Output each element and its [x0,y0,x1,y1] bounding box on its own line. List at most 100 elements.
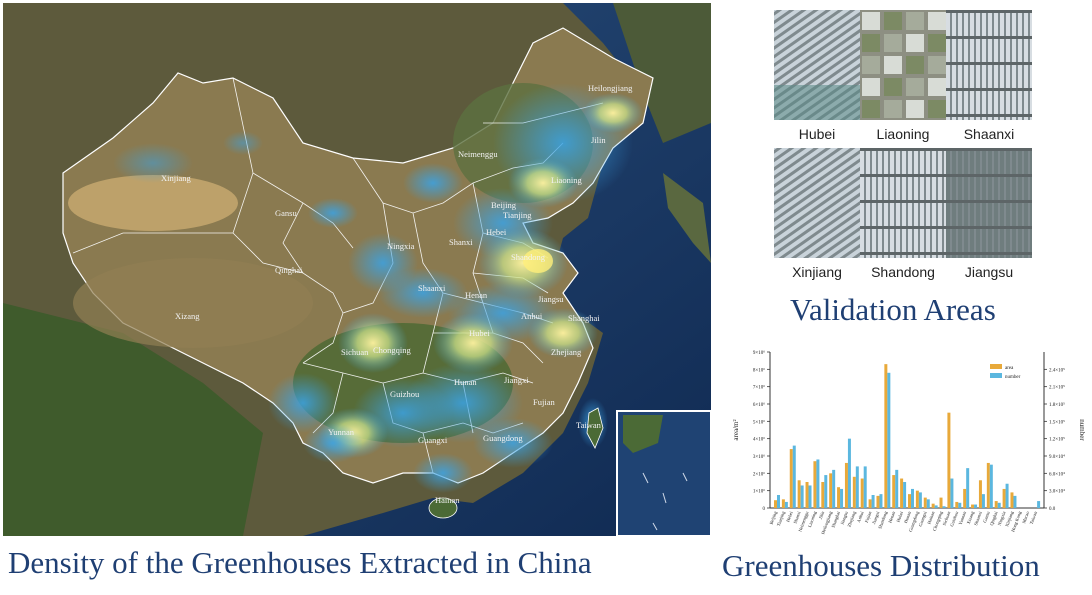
x-tick-label: Shandong [877,510,888,530]
bar-number-jiangsu [847,438,851,508]
x-tick-label: Tianjing [776,510,786,527]
province-label-neimenggu: Neimenggu [458,149,498,159]
province-label-chongqing: Chongqing [373,345,412,355]
bar-area-qinghai [994,501,998,508]
bar-area-hebei [789,449,793,508]
province-label-tianjing: Tianjing [503,210,532,220]
y-tick-right-label: 1.2×10⁵ [1049,437,1065,443]
south-china-sea-inset [616,410,711,536]
y-tick-right-label: 6.0×10⁴ [1049,471,1065,477]
province-label-xizang: Xizang [175,311,200,321]
bar-area-ningxia [1002,488,1006,508]
bar-area-hainan [931,503,935,508]
bar-number-shandong [887,372,891,508]
chart-canvas: 0 1×10⁶ 2×10⁶ 3×10⁶ 4×10⁶ 5×10⁶ 6×10⁶ 7×10⁶ 8×10… [732,350,1086,535]
label-jiangsu: Jiangsu [964,264,1014,280]
x-tick-label: Zhejiang [846,510,857,528]
bar-area-guizhou [955,501,959,508]
density-caption: Density of the Greenhouses Extracted in … [8,545,592,580]
bar-number-shanghai [840,488,844,508]
bar-area-fujian [868,499,872,508]
x-tick-label: Hainan [926,510,935,525]
x-tick-label: Taiwan [1029,510,1039,525]
thumbnail-hubei: Hubei [774,10,860,120]
province-label-shanxi: Shanxi [449,237,473,247]
aerial-image-xinjiang [774,148,860,258]
thumbnail-liaoning: Liaoning [860,10,946,120]
inset-dashes [642,472,688,531]
province-label-gansu: Gansu [275,208,297,218]
x-tick-label: Hunan [903,510,912,524]
label-shandong: Shandong [871,264,935,280]
bar-area-anhui [860,478,864,508]
x-tick-label: Guangxi [918,510,928,527]
x-tick-label: Fujian [864,510,873,523]
y-axis-label-left: area/m² [732,419,740,440]
aerial-image-liaoning [860,10,946,120]
x-tick-label: Anhui [856,510,865,523]
northeast-land [613,3,711,143]
y-tick-left-label: 0 [763,507,766,512]
x-tick-label: Ningxia [997,511,1007,527]
bar-area-xizang [971,504,975,508]
x-tick-label: Beijing [769,510,779,525]
province-label-guangxi: Guangxi [418,435,448,445]
province-label-xinjiang: Xinjiang [161,173,191,183]
province-label-ningxia: Ningxia [387,241,415,251]
bar-number-yunnan [966,468,970,508]
y-tick-right-label: 1.8×10⁵ [1049,402,1065,408]
thumbnail-jiangsu: Jiangsu [946,148,1032,258]
bar-number-guangdong [918,492,922,508]
taklamakan-desert [68,175,238,231]
bar-area-shanghai [837,487,841,508]
bar-number-neimenggu [808,485,812,508]
province-label-taiwan: Taiwan [576,420,602,430]
aerial-image-shandong [860,148,946,258]
bar-number-henan [895,469,899,508]
province-label-hainan: Hainan [435,495,460,505]
x-tick-label: Hebei [785,510,794,523]
province-label-heilongjiang: Heilongjiang [588,83,633,93]
bar-number-anhui [863,466,867,508]
bar-area-chongqing [939,497,943,508]
x-tick-label: Shanghai [830,510,841,528]
label-shaanxi: Shaanxi [963,126,1015,142]
y-tick-left-label: 5×10⁶ [753,419,765,425]
bar-area-hubei [900,478,904,508]
province-label-jiangxi: Jiangxi [504,375,529,385]
x-tick-label: Liaoning [807,510,818,528]
bar-number-gansu [989,464,993,508]
y-tick-right-label: 1.5×10⁵ [1049,419,1065,425]
bar-number-xizang [974,504,978,508]
x-tick-label: Xizang [966,510,975,525]
bar-number-hubei [903,482,907,508]
bar-area-hunan [908,494,911,508]
label-hubei: Hubei [798,126,836,142]
bar-number-qinghai [997,502,1001,508]
bar-area-liaoning [813,461,817,508]
distribution-caption: Greenhouses Distribution [722,548,1040,583]
bar-area-gansu [986,462,990,508]
province-label-qinghai: Qinghai [275,265,303,275]
japan-korea-land [663,173,711,263]
y-tick-left-label: 7×10⁶ [753,385,765,391]
tibet-plateau [73,258,313,348]
bar-number-guangxi [926,499,930,508]
bar-number-heilongjiang [832,469,836,508]
legend-swatch-area [990,364,1002,369]
y-tick-left-label: 4×10⁶ [753,437,765,443]
bar-number-ningxia [1005,483,1009,508]
province-label-hebei: Hebei [486,227,507,237]
bar-number-taiwan [1037,501,1041,508]
legend-label-number: number [1005,375,1021,380]
bar-area-henan [892,475,896,508]
bar-number-beijing [776,495,780,508]
y-tick-left-label: 2×10⁶ [753,471,765,477]
province-label-yunnan: Yunnan [328,427,355,437]
province-label-zhejiang: Zhejiang [551,347,582,357]
province-label-jilin: Jilin [591,135,606,145]
province-label-sichuan: Sichuan [341,347,369,357]
x-tick-label: Qinghai [989,510,999,526]
x-tick-label: Gansu [982,510,991,523]
